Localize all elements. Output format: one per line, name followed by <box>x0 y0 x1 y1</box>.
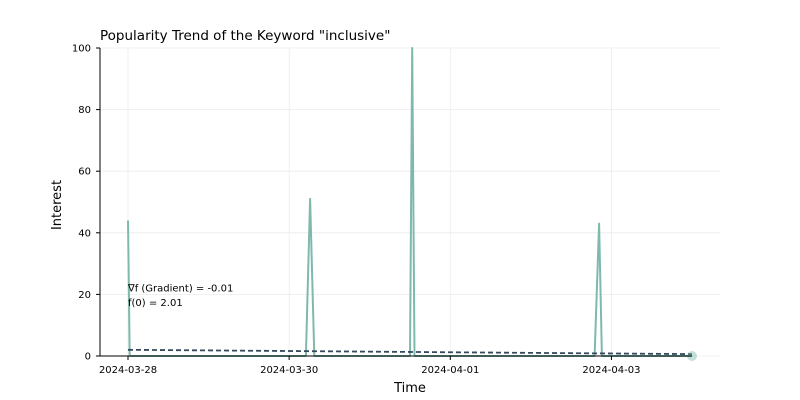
axes <box>99 48 692 357</box>
annotation-text: f(0) = 2.01 <box>128 298 183 309</box>
series-layer <box>127 47 693 357</box>
y-ticks: 0 20 40 60 80 100 <box>72 44 100 363</box>
y-tick-label: 100 <box>72 44 91 55</box>
annotation-layer: ∇f (Gradient) = -0.01 f(0) = 2.01 <box>127 283 233 308</box>
y-tick-label: 80 <box>78 105 91 116</box>
trend-line <box>127 348 693 355</box>
x-tick-label: 2024-04-03 <box>582 365 640 376</box>
x-tick-label: 2024-03-28 <box>99 365 157 376</box>
x-tick-label: 2024-03-30 <box>260 365 318 376</box>
interest-line <box>127 47 692 357</box>
x-ticks: 2024-03-28 2024-03-30 2024-04-01 2024-04-03 <box>99 356 640 376</box>
x-tick-label: 2024-04-01 <box>421 365 479 376</box>
chart-title: Popularity Trend of the Keyword "inclusi… <box>100 28 390 44</box>
y-tick-label: 60 <box>78 167 91 178</box>
y-tick-label: 40 <box>78 228 91 239</box>
y-axis-title: Interest <box>50 180 65 230</box>
x-axis-title: Time <box>393 381 426 396</box>
y-tick-label: 20 <box>78 290 91 301</box>
annotation-text: ∇f (Gradient) = -0.01 <box>127 283 233 294</box>
y-tick-label: 0 <box>85 352 91 363</box>
